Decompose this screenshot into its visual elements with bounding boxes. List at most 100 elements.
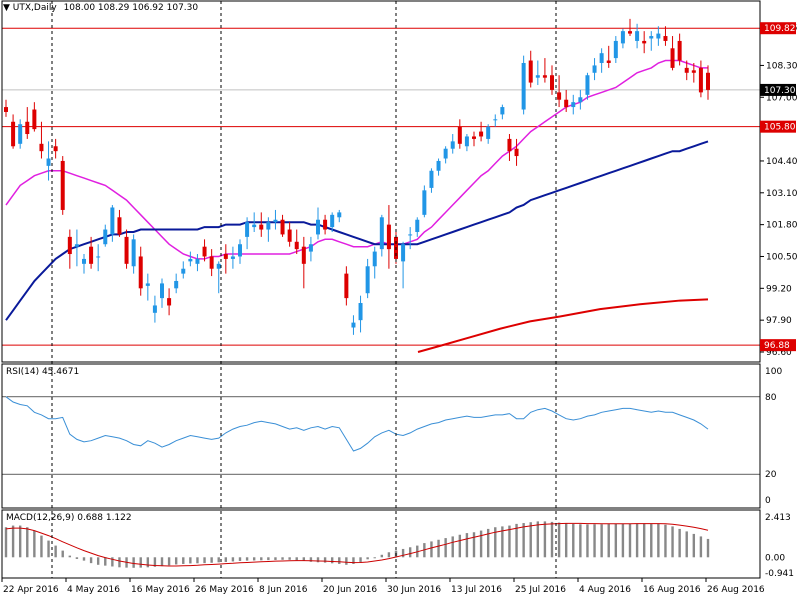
candle [656, 26, 661, 46]
macd-bar [252, 557, 256, 561]
candle-body [238, 244, 242, 257]
candle-body [287, 229, 292, 242]
candle [287, 222, 292, 247]
x-tick-label: 22 Apr 2016 [3, 585, 59, 595]
candle-body [500, 107, 505, 115]
macd-bar [458, 534, 462, 558]
candle-body [202, 246, 207, 257]
candle [46, 141, 51, 181]
candle-body [4, 107, 8, 112]
x-tick-label: 20 Jun 2016 [323, 585, 377, 595]
x-tick-label: 16 May 2016 [131, 585, 190, 595]
macd-bar [267, 557, 270, 561]
macd-pane [4, 521, 710, 568]
candle [96, 244, 101, 272]
candle-body [401, 244, 406, 262]
candle-body [280, 219, 285, 235]
candle-body [514, 148, 519, 157]
candle-body [691, 70, 696, 73]
candle [372, 246, 377, 279]
macd-bar [11, 525, 15, 558]
rsi-pane [2, 396, 760, 475]
candle-body [145, 283, 150, 286]
candle-body [599, 53, 604, 63]
macd-bar [373, 557, 376, 559]
price-tick-label: 107.00 [766, 93, 798, 103]
rsi-line [5, 396, 709, 452]
candle [706, 65, 710, 100]
candle-body [32, 109, 37, 130]
candle [39, 121, 44, 159]
candle [628, 18, 632, 37]
candle-body [464, 136, 469, 147]
candle [167, 288, 172, 316]
macd-bar [68, 555, 72, 558]
candle [131, 234, 136, 274]
candle-body [663, 36, 668, 41]
macd-tick-label: -0.941 [765, 569, 794, 579]
price-tag-label: 96.88 [764, 341, 790, 351]
candle-body [550, 75, 554, 90]
candle-body [124, 236, 129, 264]
candle [67, 229, 72, 269]
candle [592, 58, 597, 81]
candle [585, 72, 590, 100]
macd-bar [494, 527, 497, 558]
candle [521, 55, 526, 115]
candle-body [294, 241, 299, 250]
macd-bar [323, 557, 327, 563]
macd-bar [54, 545, 57, 558]
candle-body [620, 31, 625, 44]
macd-bar [61, 550, 64, 558]
candle [223, 244, 228, 274]
macd-bar [628, 523, 632, 558]
candle [606, 45, 611, 68]
candle-body [422, 190, 427, 215]
candle [663, 26, 668, 46]
macd-bar [479, 530, 483, 558]
candle-body [450, 141, 455, 149]
candle-body [578, 97, 583, 103]
candle [160, 278, 164, 308]
candle [280, 214, 285, 237]
price-pane-frame [1, 0, 761, 363]
macd-bar [692, 533, 696, 558]
rsi-pane-frame [1, 363, 761, 509]
candle-body [46, 158, 51, 166]
moving-average-short [5, 59, 708, 260]
macd-bar [501, 526, 504, 558]
x-tick-label: 16 Aug 2016 [643, 585, 701, 595]
rsi-tick-label: 0 [765, 496, 771, 506]
x-tick-label: 8 Jun 2016 [259, 585, 308, 595]
candle-body [323, 219, 328, 230]
price-tag-label: 107.30 [764, 86, 796, 96]
macd-bar [564, 523, 568, 558]
candle [472, 131, 476, 147]
macd-bar [47, 540, 50, 558]
candle-body [96, 256, 101, 258]
candle [152, 295, 157, 323]
candle [528, 50, 533, 88]
macd-bar [338, 557, 341, 564]
candle [649, 31, 654, 51]
macd-signal-line [5, 522, 709, 567]
collapse-triangle-icon[interactable]: ▼ [3, 3, 10, 13]
price-tick-label: 97.90 [766, 316, 792, 326]
macd-bar [89, 557, 93, 564]
candle-body [351, 322, 356, 328]
candle [273, 209, 278, 230]
candle-body [89, 246, 94, 264]
rsi-tick-label: 80 [765, 393, 777, 403]
macd-bar [96, 557, 100, 565]
price-tag-box [760, 120, 796, 133]
candle [60, 156, 65, 215]
candle-body [642, 40, 647, 44]
candle [294, 229, 299, 255]
candle-body [53, 146, 58, 152]
candle-body [386, 224, 391, 250]
candle [252, 212, 257, 232]
macd-bar [600, 524, 603, 558]
macd-bar [153, 557, 157, 567]
macd-bar [104, 557, 107, 566]
